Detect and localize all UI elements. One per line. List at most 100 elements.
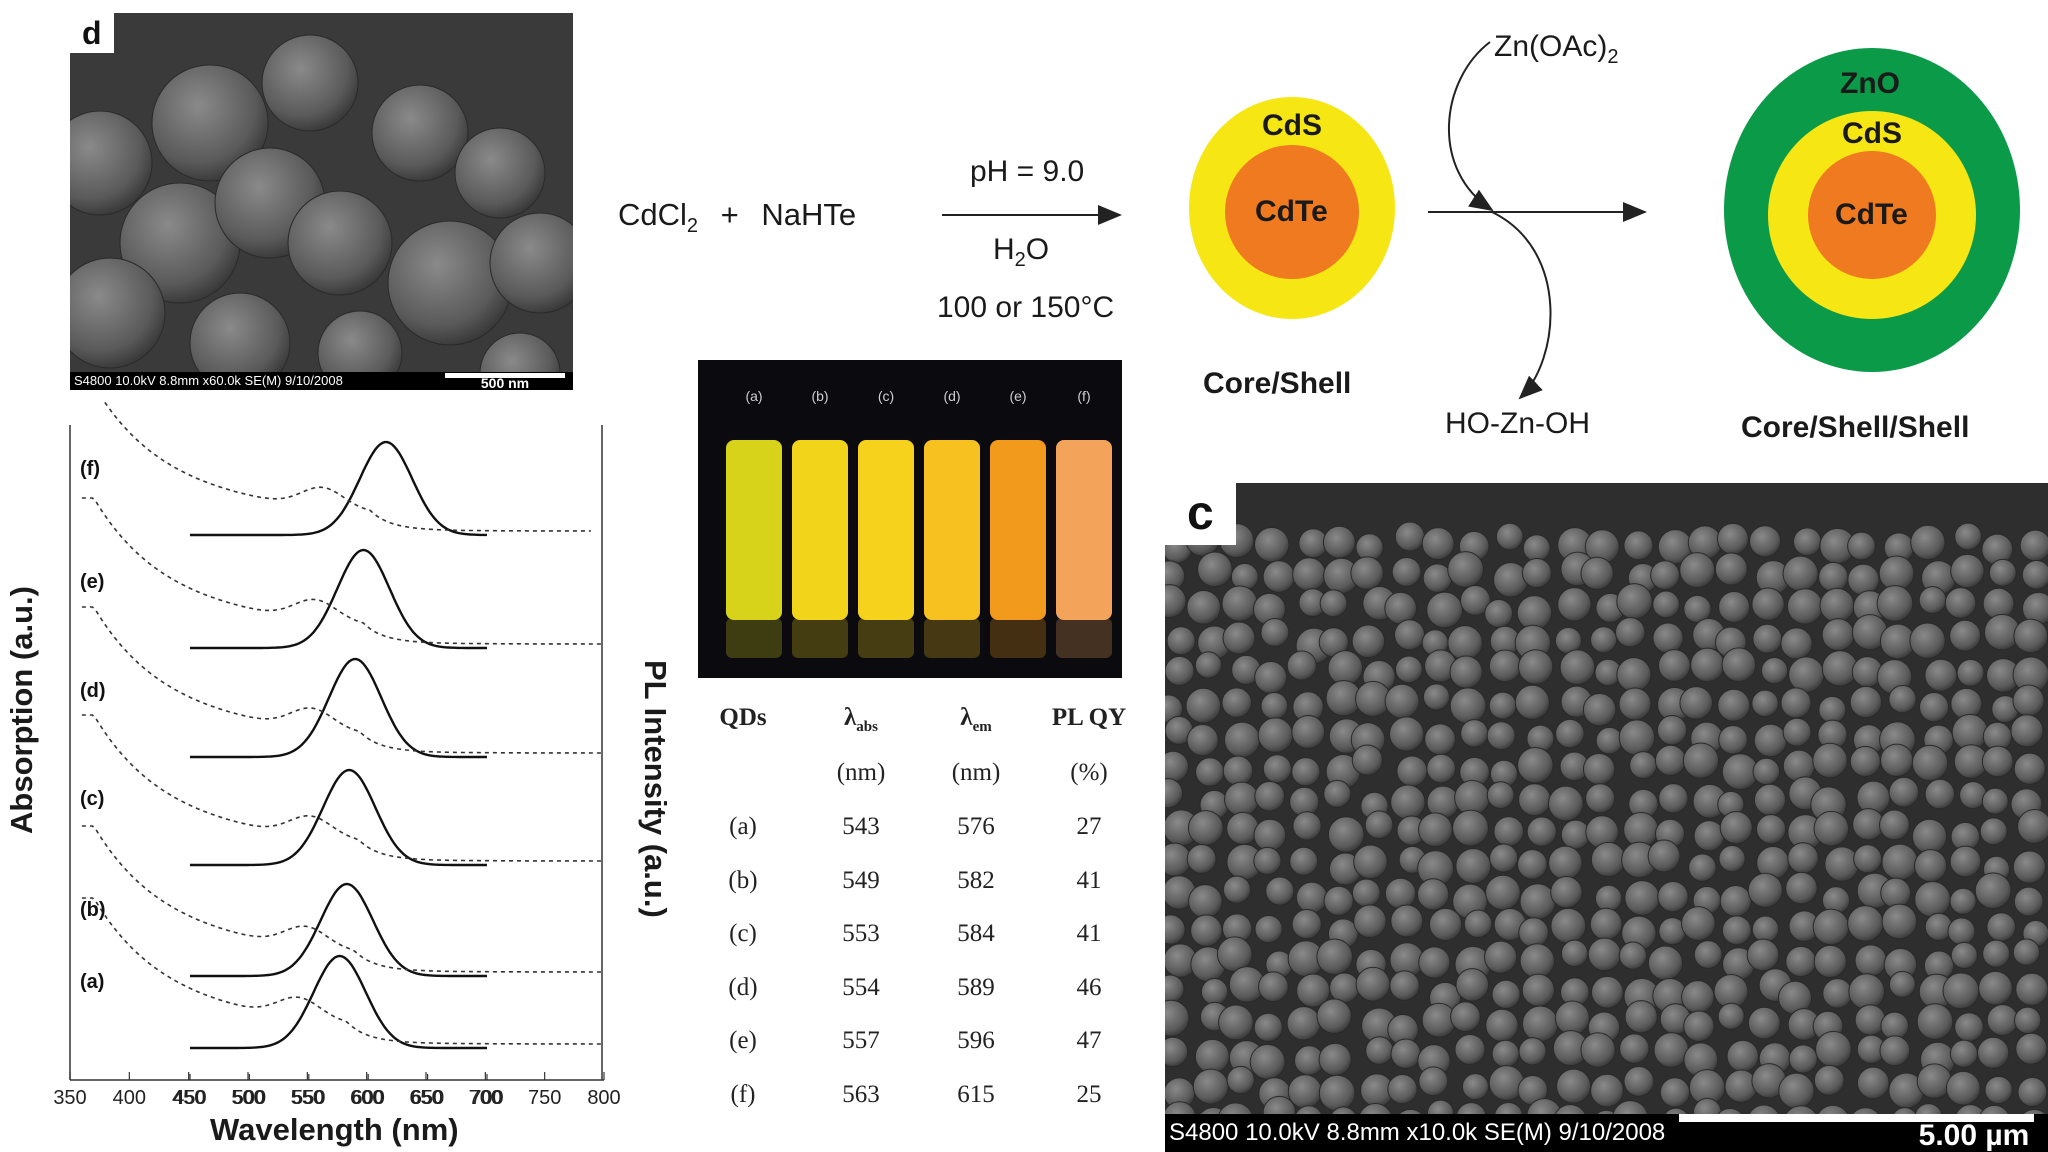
series-label: (c) bbox=[80, 788, 104, 810]
cs-shell-label: CdS bbox=[1262, 109, 1322, 142]
curved-arrow-in bbox=[1448, 41, 1494, 212]
sem-particle bbox=[1486, 721, 1516, 751]
sem-particle bbox=[1582, 692, 1617, 727]
x-tick-label-absorption: 700 bbox=[469, 1087, 502, 1109]
x-tick-label-absorption: 550 bbox=[291, 1087, 324, 1109]
css-shell1-label: CdS bbox=[1842, 117, 1902, 150]
sem-particle bbox=[2013, 886, 2044, 917]
sem-particle bbox=[1911, 744, 1949, 782]
sem-particle bbox=[1693, 940, 1723, 969]
absorption-curve bbox=[102, 400, 591, 532]
sem-particle bbox=[1291, 757, 1321, 787]
sem-particle bbox=[2015, 972, 2048, 1006]
sem-particle bbox=[1421, 527, 1455, 561]
series-label: (f) bbox=[80, 458, 100, 480]
sem-particle bbox=[1165, 778, 1184, 809]
sem-particle bbox=[1718, 844, 1746, 873]
sem-particle bbox=[1426, 753, 1457, 784]
sem-particle bbox=[1418, 1066, 1449, 1097]
sem-particle bbox=[1760, 657, 1789, 685]
sem-particle bbox=[1292, 811, 1322, 841]
sem-particle bbox=[1585, 783, 1616, 814]
plus-sign: + bbox=[720, 197, 739, 232]
sem-particle bbox=[1982, 939, 2011, 968]
sem-particle bbox=[1319, 589, 1348, 618]
sem-particle bbox=[1949, 619, 1982, 652]
sem-particle bbox=[1391, 556, 1422, 587]
sem-particle bbox=[1949, 887, 1977, 915]
sem-particle bbox=[2021, 560, 2048, 590]
sem-particle bbox=[1422, 683, 1451, 711]
sem-particle bbox=[1226, 1065, 1255, 1095]
vial-label: (f) bbox=[1077, 388, 1091, 404]
y-axis-right-label: PL Intensity (a.u.) bbox=[638, 660, 673, 918]
vial bbox=[990, 440, 1046, 620]
sem-particle bbox=[1853, 844, 1883, 874]
sem-particle bbox=[1454, 1033, 1486, 1066]
sem-particle bbox=[1949, 845, 1982, 878]
panel-label-d: d bbox=[70, 13, 114, 53]
x-tick-label-pl: 450 bbox=[173, 1087, 206, 1109]
x-tick-label-pl: 550 bbox=[292, 1087, 325, 1109]
reactants: CdCl2 + NaHTe bbox=[618, 197, 856, 238]
sem-particle bbox=[1323, 779, 1352, 808]
curved-arrow-out bbox=[1491, 211, 1552, 400]
sem-particle bbox=[1521, 557, 1552, 589]
sem-particle bbox=[1981, 745, 2014, 778]
sem-particle bbox=[1450, 1001, 1481, 1033]
reactant-nahte: NaHTe bbox=[761, 197, 857, 232]
sem-particle bbox=[1426, 591, 1464, 629]
condition-ph: pH = 9.0 bbox=[970, 155, 1085, 188]
sem-particle bbox=[1556, 1068, 1592, 1104]
sem-particle bbox=[1658, 783, 1689, 814]
x-tick-label-absorption: 350 bbox=[53, 1087, 86, 1109]
sem-particle bbox=[1682, 742, 1720, 779]
sem-particle bbox=[1590, 1073, 1624, 1108]
cs-caption: Core/Shell bbox=[1203, 367, 1352, 400]
sem-particle bbox=[1945, 1070, 1981, 1106]
core-shell-shell-diagram bbox=[1724, 48, 2020, 372]
pl-curve bbox=[190, 440, 487, 537]
sem-particle bbox=[1417, 878, 1450, 911]
sem-particle bbox=[2012, 850, 2047, 884]
sem-particle bbox=[1652, 590, 1680, 619]
sem-c-scale-bar bbox=[1679, 1114, 2034, 1122]
sem-particle bbox=[1222, 621, 1256, 655]
sem-particle bbox=[1718, 724, 1748, 755]
sem-particle bbox=[1721, 647, 1757, 682]
condition-temperature: 100 or 150°C bbox=[937, 291, 1115, 324]
x-tick-label-absorption: 800 bbox=[587, 1087, 620, 1109]
sem-particle bbox=[1719, 811, 1753, 845]
sem-particle bbox=[1388, 716, 1425, 752]
sem-particle bbox=[1751, 587, 1785, 621]
sem-particle bbox=[1447, 551, 1484, 588]
series-label: (d) bbox=[80, 680, 106, 702]
css-shell2-label: ZnO bbox=[1840, 67, 1900, 100]
core-shell-diagram bbox=[1189, 97, 1395, 319]
sem-particle bbox=[2017, 1077, 2048, 1107]
sem-particle bbox=[1650, 560, 1681, 591]
sem-particle bbox=[1350, 556, 1384, 590]
sem-particle bbox=[1624, 1000, 1658, 1034]
sem-particle bbox=[2017, 809, 2048, 844]
sem-particle bbox=[1165, 1036, 1189, 1068]
sem-particle bbox=[1461, 1073, 1489, 1101]
sem-particle bbox=[1717, 688, 1751, 722]
sem-particle bbox=[1782, 717, 1812, 747]
sem-c-scale-text: 5.00 µm bbox=[1918, 1119, 2030, 1152]
sem-d-scale-bar bbox=[445, 373, 565, 378]
sem-particle bbox=[1395, 655, 1423, 684]
sem-particle bbox=[1978, 970, 2013, 1006]
sem-particle bbox=[1555, 718, 1585, 749]
reagent-zinc-acetate: Zn(OAc)2 bbox=[1494, 30, 1619, 68]
sem-particle bbox=[1460, 585, 1491, 616]
vial-label: (a) bbox=[745, 388, 763, 404]
sem-particle bbox=[1950, 941, 1978, 970]
sem-particle bbox=[1623, 530, 1654, 561]
series-label: (a) bbox=[80, 971, 104, 993]
vials-photo: (a) (b) (c) (d) (e) (f) bbox=[698, 360, 1122, 678]
sem-particle bbox=[1353, 844, 1388, 880]
sem-particle bbox=[1813, 1064, 1845, 1096]
sem-particle bbox=[1688, 853, 1717, 882]
sem-particle bbox=[1718, 590, 1751, 624]
